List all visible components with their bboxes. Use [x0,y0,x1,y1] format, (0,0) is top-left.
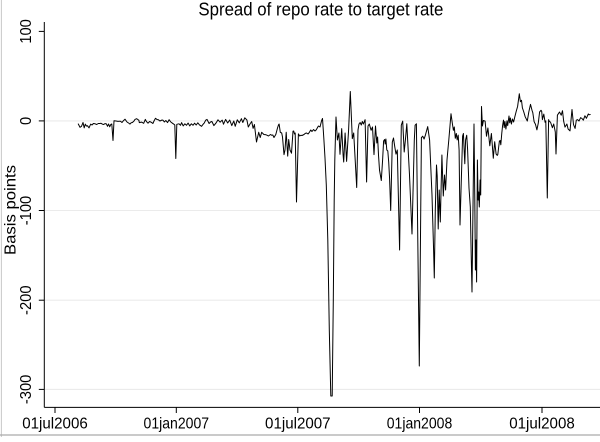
svg-text:0: 0 [18,117,35,125]
svg-text:-200: -200 [18,285,35,315]
svg-text:Basis points: Basis points [3,165,20,255]
svg-text:01jan2007: 01jan2007 [144,416,210,433]
svg-text:01jul2008: 01jul2008 [509,416,575,433]
svg-text:01jan2008: 01jan2008 [387,416,453,433]
svg-text:01jul2006: 01jul2006 [22,416,88,433]
svg-text:100: 100 [18,19,35,44]
svg-text:01jul2007: 01jul2007 [265,416,331,433]
svg-text:Spread of repo rate to target: Spread of repo rate to target rate [198,0,443,19]
svg-text:-100: -100 [18,196,35,226]
svg-text:-300: -300 [18,375,35,405]
